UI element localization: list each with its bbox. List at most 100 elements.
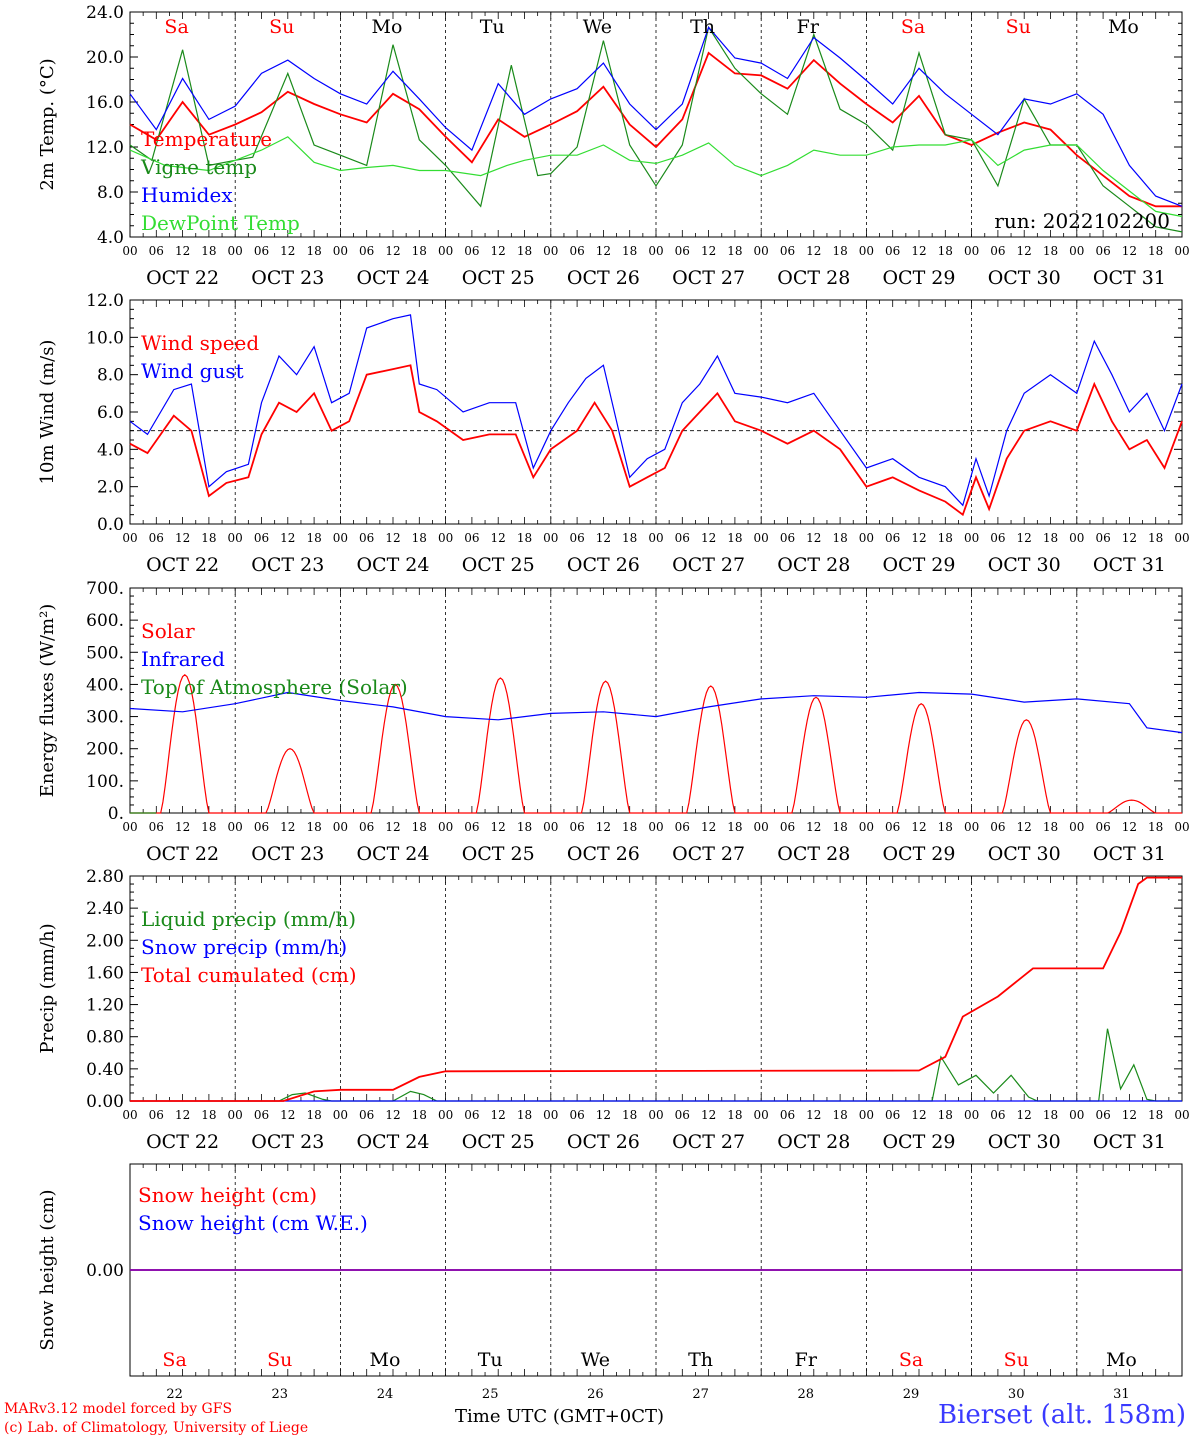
date-label: OCT 24 bbox=[356, 554, 429, 576]
hour-label: 18 bbox=[832, 531, 847, 545]
hour-label: 06 bbox=[885, 1108, 900, 1122]
hour-label: 06 bbox=[675, 531, 690, 545]
hour-label: 00 bbox=[122, 531, 137, 545]
hour-label: 00 bbox=[754, 1108, 769, 1122]
hour-label: 06 bbox=[1095, 244, 1110, 258]
hour-label: 00 bbox=[122, 820, 137, 834]
hour-label: 12 bbox=[1017, 820, 1032, 834]
hour-label: 00 bbox=[859, 531, 874, 545]
legend-entry: Wind speed bbox=[141, 331, 259, 355]
panel-3: 0. 100. 200. 300. 400. 500. 600. 700. Energy flu… bbox=[37, 579, 1190, 865]
date-label: OCT 29 bbox=[882, 554, 955, 576]
hour-label: 06 bbox=[359, 820, 374, 834]
panel-frame bbox=[129, 587, 1183, 814]
hour-label: 06 bbox=[990, 820, 1005, 834]
hour-label: 00 bbox=[648, 244, 663, 258]
y-axis-label: 10m Wind (m/s) bbox=[37, 340, 58, 485]
y-tick-label: 10.0 bbox=[86, 328, 124, 348]
legend-entry: DewPoint Temp bbox=[141, 211, 300, 235]
y-tick-label: 1.60 bbox=[86, 963, 124, 983]
date-number: 25 bbox=[482, 1387, 499, 1402]
weekday-label-bottom: Sa bbox=[899, 1349, 923, 1371]
hour-label: 18 bbox=[1148, 244, 1163, 258]
hour-label: 00 bbox=[543, 1108, 558, 1122]
weekday-label-top: Sa bbox=[901, 16, 925, 38]
y-tick-label: 12.0 bbox=[86, 291, 124, 311]
date-number: 29 bbox=[903, 1387, 920, 1402]
weekday-label-bottom: Fr bbox=[795, 1349, 818, 1371]
hour-label: 12 bbox=[701, 820, 716, 834]
hour-label: 12 bbox=[911, 1108, 926, 1122]
hour-label: 06 bbox=[780, 244, 795, 258]
hour-label: 18 bbox=[1043, 1108, 1058, 1122]
hour-label: 12 bbox=[491, 1108, 506, 1122]
hour-label: 18 bbox=[201, 820, 216, 834]
y-tick-label: 0.00 bbox=[86, 1261, 124, 1281]
y-axis-label: 2m Temp. (°C) bbox=[37, 58, 58, 190]
hour-label: 12 bbox=[491, 244, 506, 258]
date-label: OCT 26 bbox=[567, 843, 640, 865]
series-line-wind-speed bbox=[129, 364, 1183, 517]
date-label: OCT 27 bbox=[672, 267, 745, 289]
hour-label: 18 bbox=[201, 1108, 216, 1122]
hour-label: 00 bbox=[438, 820, 453, 834]
date-label: OCT 30 bbox=[988, 1131, 1061, 1153]
weekday-label-top: Tu bbox=[480, 16, 505, 38]
hour-label: 12 bbox=[385, 1108, 400, 1122]
hour-label: 00 bbox=[964, 531, 979, 545]
weekday-label-bottom: Mo bbox=[370, 1349, 401, 1371]
date-label: OCT 26 bbox=[567, 554, 640, 576]
hour-label: 00 bbox=[1069, 1108, 1084, 1122]
hour-label: 00 bbox=[543, 820, 558, 834]
y-tick-label: 24.0 bbox=[86, 3, 124, 23]
hour-label: 00 bbox=[122, 244, 137, 258]
y-tick-label: 2.80 bbox=[86, 867, 124, 887]
date-number: 28 bbox=[798, 1387, 815, 1402]
panel-2: 0.0 2.0 4.0 6.0 8.0 10.0 12.0 10m Wind (m/s) 00 0… bbox=[37, 291, 1190, 576]
date-label: OCT 24 bbox=[356, 267, 429, 289]
hour-label: 06 bbox=[359, 244, 374, 258]
hour-label: 18 bbox=[201, 244, 216, 258]
hour-label: 00 bbox=[1069, 531, 1084, 545]
hour-label: 00 bbox=[754, 531, 769, 545]
hour-label: 18 bbox=[622, 820, 637, 834]
series-line-infrared bbox=[129, 691, 1183, 734]
hour-label: 06 bbox=[675, 244, 690, 258]
hour-label: 12 bbox=[806, 244, 821, 258]
hour-label: 18 bbox=[727, 244, 742, 258]
hour-label: 18 bbox=[517, 1108, 532, 1122]
panel-5: 0.00 Snow height (cm) Snow height (cm) Snow… bbox=[37, 1163, 1183, 1377]
date-number: 23 bbox=[272, 1387, 289, 1402]
hour-label: 00 bbox=[228, 531, 243, 545]
date-label: OCT 27 bbox=[672, 554, 745, 576]
y-tick-label: 8.0 bbox=[97, 183, 124, 203]
hour-label: 18 bbox=[1043, 820, 1058, 834]
hour-label: 06 bbox=[885, 531, 900, 545]
hour-label: 00 bbox=[543, 244, 558, 258]
hour-label: 06 bbox=[1095, 531, 1110, 545]
date-label: OCT 29 bbox=[882, 267, 955, 289]
date-label: OCT 27 bbox=[672, 1131, 745, 1153]
hour-label: 00 bbox=[964, 1108, 979, 1122]
hour-label: 12 bbox=[1122, 1108, 1137, 1122]
hour-label: 18 bbox=[938, 244, 953, 258]
hour-label: 12 bbox=[701, 1108, 716, 1122]
hour-label: 00 bbox=[333, 244, 348, 258]
hour-label: 00 bbox=[754, 244, 769, 258]
hour-label: 12 bbox=[175, 1108, 190, 1122]
y-tick-label: 200. bbox=[86, 740, 124, 760]
date-label: OCT 23 bbox=[251, 843, 324, 865]
legend-entry: Total cumulated (cm) bbox=[141, 963, 357, 987]
hour-label: 06 bbox=[675, 820, 690, 834]
y-tick-label: 20.0 bbox=[86, 48, 124, 68]
hour-label: 18 bbox=[938, 1108, 953, 1122]
y-tick-label: 300. bbox=[86, 708, 124, 728]
weekday-label-top: Su bbox=[269, 16, 294, 38]
hour-label: 18 bbox=[517, 244, 532, 258]
hour-label: 18 bbox=[306, 531, 321, 545]
y-tick-label: 4.0 bbox=[97, 228, 124, 248]
date-label: OCT 30 bbox=[988, 843, 1061, 865]
date-label: OCT 31 bbox=[1093, 843, 1166, 865]
hour-label: 18 bbox=[1043, 531, 1058, 545]
